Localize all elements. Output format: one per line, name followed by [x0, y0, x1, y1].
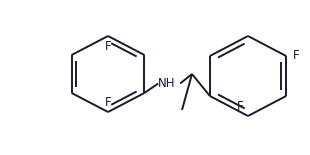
Text: F: F — [105, 40, 111, 53]
Text: F: F — [293, 49, 299, 62]
Text: F: F — [105, 95, 111, 108]
Text: NH: NH — [157, 77, 175, 90]
Text: F: F — [237, 100, 243, 113]
